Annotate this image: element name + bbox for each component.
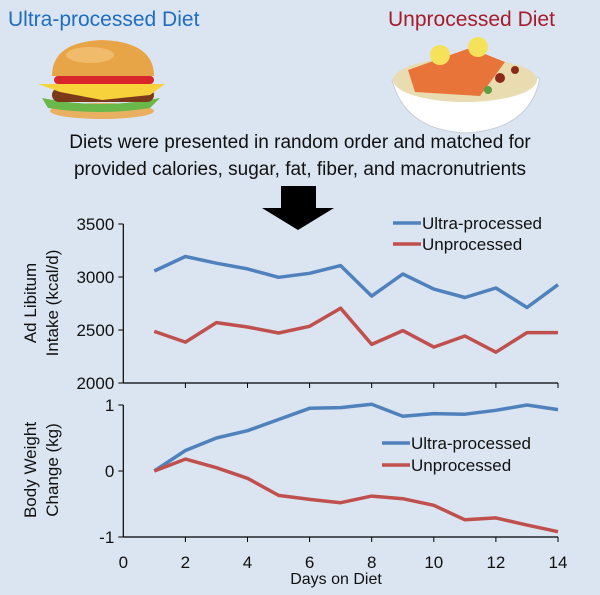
y-tick-label: 3500 bbox=[76, 215, 114, 234]
legend-label: Unprocessed bbox=[422, 235, 522, 254]
series-line-unprocessed bbox=[153, 306, 558, 354]
unprocessed-diet-title: Unprocessed Diet bbox=[388, 8, 555, 31]
series-line-ultra-processed bbox=[153, 402, 559, 473]
ultra-processed-diet-title: Ultra-processed Diet bbox=[8, 8, 200, 31]
x-axis-label: Days on Diet bbox=[290, 571, 382, 588]
y-tick-label: 2000 bbox=[76, 374, 114, 393]
intake-chart: 2000 2500 3000 3500 Ad Libitum Intake (kcal/d… bbox=[21, 214, 560, 393]
x-tick-label: 6 bbox=[305, 553, 314, 572]
x-tick-label: 10 bbox=[424, 553, 443, 572]
description-line-2: provided calories, sugar, fat, fiber, an… bbox=[74, 159, 526, 180]
x-tick-label: 2 bbox=[181, 553, 190, 572]
x-tick-label: 12 bbox=[486, 553, 505, 572]
y-tick-label: 0 bbox=[105, 462, 114, 481]
y-tick-label: 1 bbox=[105, 396, 114, 415]
legend-label: Ultra-processed bbox=[411, 434, 531, 453]
x-tick-label: 0 bbox=[119, 553, 128, 572]
x-tick-label: 4 bbox=[243, 553, 252, 572]
y-axis-label-line2: Change (kg) bbox=[43, 423, 62, 517]
legend-label: Unprocessed bbox=[411, 456, 511, 475]
description-line-1: Diets were presented in random order and… bbox=[69, 132, 531, 153]
y-tick-label: 2500 bbox=[76, 321, 114, 340]
y-axis-label-line1: Body Weight bbox=[21, 422, 40, 518]
arrow-down-icon bbox=[262, 186, 334, 230]
y-axis-label-line2: Intake (kcal/d) bbox=[43, 250, 62, 357]
salmon-bowl-icon bbox=[391, 37, 541, 134]
y-tick-label: 3000 bbox=[76, 268, 114, 287]
y-tick-label: -1 bbox=[99, 528, 114, 547]
hamburger-icon bbox=[38, 40, 165, 119]
series-line-unprocessed bbox=[153, 457, 559, 534]
series-line-ultra-processed bbox=[153, 254, 560, 310]
x-tick-label: 8 bbox=[367, 553, 376, 572]
legend-label: Ultra-processed bbox=[422, 214, 542, 233]
y-axis-label-line1: Ad Libitum bbox=[21, 263, 40, 343]
x-tick-label: 14 bbox=[549, 553, 568, 572]
